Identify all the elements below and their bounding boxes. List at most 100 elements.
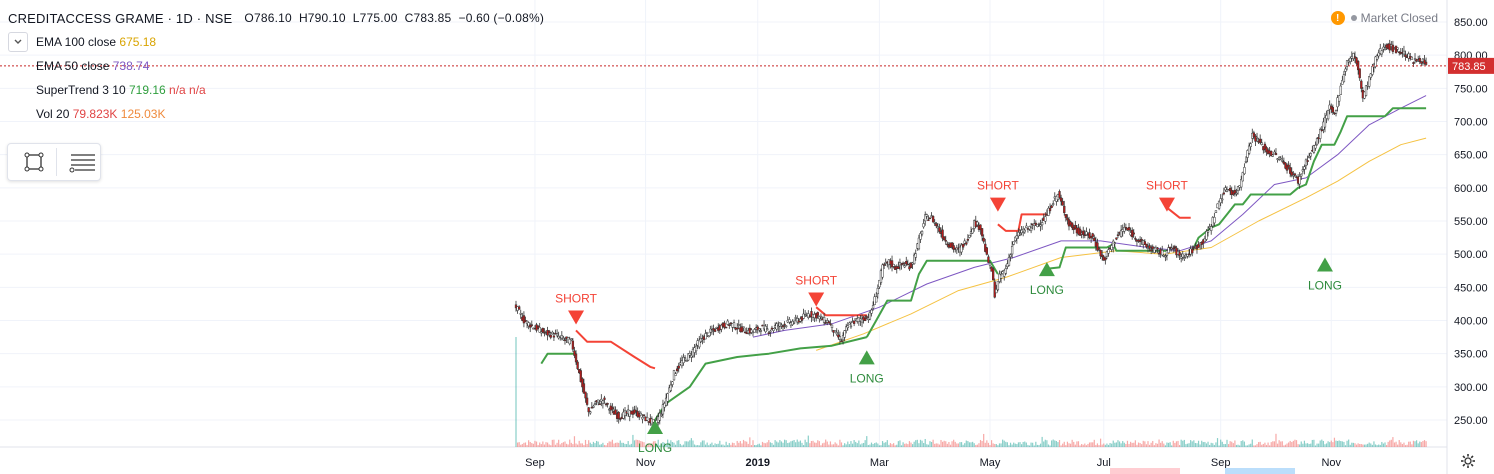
volume-bar (1335, 440, 1337, 447)
volume-bar (728, 443, 730, 447)
candle-up (818, 316, 821, 320)
volume-bar (1378, 444, 1380, 447)
volume-bar (1373, 441, 1375, 447)
volume-bar (842, 445, 844, 447)
volume-bar (1161, 441, 1163, 447)
volume-bar (1367, 443, 1369, 447)
candle-up (1037, 223, 1041, 225)
volume-bar (984, 442, 986, 447)
buy-tab[interactable] (1225, 468, 1295, 474)
volume-bar (520, 444, 522, 447)
volume-bar (847, 441, 849, 447)
indicator-volume[interactable]: Vol 20 79.823K 125.03K (8, 102, 544, 126)
indicator-supertrend[interactable]: SuperTrend 3 10 719.16 n/a n/a (8, 78, 544, 102)
volume-bar (626, 444, 628, 447)
volume-bar (1220, 439, 1222, 447)
volume-bar (741, 443, 743, 447)
volume-bar (863, 442, 865, 447)
gear-icon[interactable] (1460, 453, 1476, 469)
lines-tool-button[interactable] (67, 148, 99, 176)
candle-up (1112, 240, 1115, 248)
candle-up (1014, 236, 1017, 241)
candle-down (1293, 173, 1297, 176)
candle-down (677, 365, 680, 369)
volume-bar (689, 440, 691, 447)
volume-bar (934, 443, 936, 447)
collapse-legend-button[interactable] (8, 32, 28, 52)
candle-down (1418, 57, 1421, 62)
volume-bar (1294, 439, 1296, 447)
volume-bar (717, 443, 719, 447)
volume-bar (1090, 442, 1092, 447)
candle-up (758, 328, 761, 331)
volume-bar (815, 442, 817, 447)
drawing-toolbox (7, 143, 101, 181)
volume-bar (758, 443, 760, 447)
volume-bar (1374, 444, 1377, 447)
volume-bar (1074, 444, 1076, 447)
high-value: H790.10 (298, 11, 346, 25)
candle-down (1200, 241, 1203, 245)
candle-up (1241, 172, 1244, 182)
candle-up (1304, 159, 1308, 166)
volume-bar (1193, 440, 1195, 447)
volume-bar (817, 440, 819, 447)
candle-up (645, 417, 649, 421)
candle-up (878, 279, 881, 288)
volume-bar (663, 442, 666, 447)
volume-bar (670, 440, 672, 447)
volume-bar (1412, 440, 1415, 447)
volume-bar (515, 337, 517, 447)
market-status[interactable]: ! Market Closed (1330, 11, 1438, 25)
volume-bar (722, 444, 724, 447)
candle-up (1119, 229, 1123, 237)
volume-bar (561, 442, 563, 447)
candle-up (1004, 268, 1007, 274)
indicator-ema100[interactable]: EMA 100 close 675.18 (8, 30, 544, 54)
candle-up (1341, 80, 1344, 85)
candle-down (1222, 192, 1225, 195)
volume-bar (735, 445, 737, 447)
candle-down (897, 266, 900, 269)
volume-bar (1224, 444, 1227, 447)
volume-bar (1316, 443, 1318, 447)
candle-down (1124, 227, 1128, 229)
volume-bar (678, 440, 680, 447)
volume-bar (888, 444, 890, 447)
symbol-name[interactable]: CREDITACCESS GRAME · 1D · NSE (8, 10, 233, 26)
candle-up (538, 327, 541, 333)
volume-bar (1299, 444, 1301, 447)
candle-down (783, 323, 786, 326)
candle-up (1380, 50, 1383, 55)
sell-tab[interactable] (1110, 468, 1180, 474)
candle-down (1274, 153, 1278, 155)
volume-bar (959, 442, 961, 447)
candle-down (816, 312, 819, 316)
candle-up (846, 325, 849, 328)
volume-bar (605, 445, 607, 447)
indicator-ema50[interactable]: EMA 50 close 738.74 (8, 54, 544, 78)
candle-up (794, 317, 797, 319)
volume-bar (1248, 444, 1250, 447)
volume-bar (940, 439, 942, 447)
supertrend-up-line (540, 352, 576, 365)
candle-up (1281, 160, 1284, 162)
volume-bar (1131, 442, 1133, 447)
volume-bar (978, 443, 980, 447)
candle-up (968, 234, 971, 238)
volume-bar (1300, 441, 1302, 447)
x-tick-label: 2019 (745, 457, 769, 469)
candle-up (527, 322, 530, 327)
volume-bar (1239, 445, 1241, 447)
volume-bar (1180, 439, 1182, 447)
volume-bar (1261, 444, 1263, 447)
volume-bar (929, 441, 931, 447)
volume-bar (899, 440, 901, 447)
candle-down (906, 263, 909, 266)
rectangle-tool-button[interactable] (18, 148, 50, 176)
short-signal-arrow (808, 292, 825, 307)
volume-bar (1060, 445, 1062, 447)
candle-down (864, 318, 867, 322)
candle-up (1279, 157, 1282, 160)
